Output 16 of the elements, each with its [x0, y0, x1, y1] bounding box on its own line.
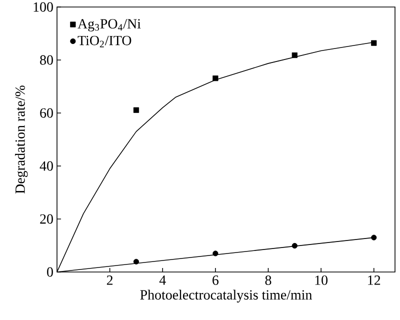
x-tick-label: 4 [159, 276, 166, 285]
y-tick-label: 60 [40, 108, 53, 118]
y-tick-label: 20 [40, 214, 53, 224]
y-axis-title: Degradation rate/% [15, 86, 28, 194]
legend-label: TiO$_{2}$/ITO [78, 36, 132, 48]
x-axis-title: Photoelectrocatalysis time/min [140, 290, 312, 302]
x-tick-label: 2 [106, 276, 113, 285]
legend-label: Ag$_{3}$PO$_{4}$/Ni [78, 19, 141, 32]
x-tick-label: 8 [265, 276, 272, 285]
y-tick-label: 0 [47, 267, 53, 277]
y-tick-label: 100 [34, 2, 53, 12]
y-tick-label: 40 [40, 161, 53, 171]
y-tick-label: 80 [40, 55, 53, 65]
x-tick-label: 10 [315, 276, 328, 285]
x-tick-label: 12 [368, 276, 380, 285]
x-tick-label: 6 [212, 276, 219, 285]
